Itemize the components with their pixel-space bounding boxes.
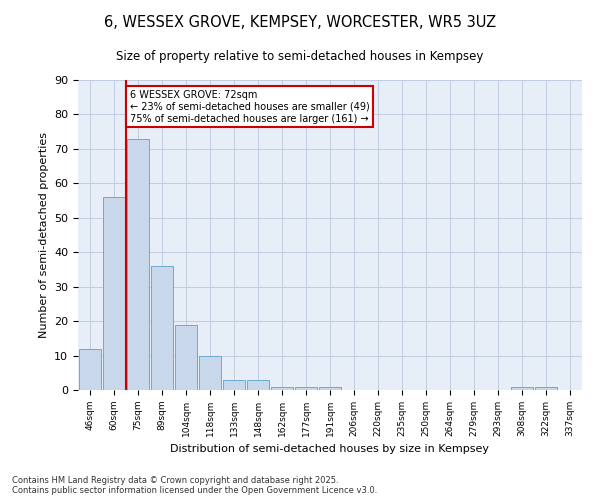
Bar — [103, 197, 125, 390]
Bar — [247, 380, 269, 390]
Bar — [223, 380, 245, 390]
Text: Contains HM Land Registry data © Crown copyright and database right 2025.
Contai: Contains HM Land Registry data © Crown c… — [12, 476, 377, 495]
Bar — [127, 138, 149, 390]
Bar — [319, 386, 341, 390]
Bar — [79, 348, 101, 390]
Bar — [295, 386, 317, 390]
Text: Size of property relative to semi-detached houses in Kempsey: Size of property relative to semi-detach… — [116, 50, 484, 63]
Bar — [271, 386, 293, 390]
Bar — [511, 386, 533, 390]
Bar — [151, 266, 173, 390]
Bar — [199, 356, 221, 390]
Y-axis label: Number of semi-detached properties: Number of semi-detached properties — [38, 132, 49, 338]
X-axis label: Distribution of semi-detached houses by size in Kempsey: Distribution of semi-detached houses by … — [170, 444, 490, 454]
Bar — [535, 386, 557, 390]
Text: 6, WESSEX GROVE, KEMPSEY, WORCESTER, WR5 3UZ: 6, WESSEX GROVE, KEMPSEY, WORCESTER, WR5… — [104, 15, 496, 30]
Bar — [175, 324, 197, 390]
Text: 6 WESSEX GROVE: 72sqm
← 23% of semi-detached houses are smaller (49)
75% of semi: 6 WESSEX GROVE: 72sqm ← 23% of semi-deta… — [130, 90, 370, 124]
